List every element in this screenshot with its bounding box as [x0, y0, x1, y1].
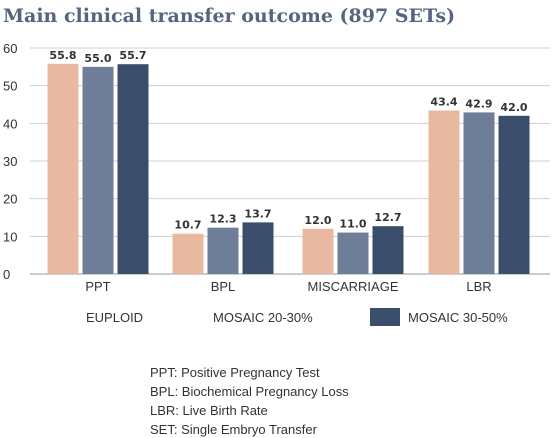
- data-label: 43.4: [430, 96, 457, 109]
- bar: [172, 233, 204, 274]
- chart-title: Main clinical transfer outcome (897 SETs…: [3, 5, 455, 27]
- data-label: 42.9: [465, 97, 492, 110]
- data-labels: 55.8 55.0 55.7 10.7 12.3 13.7 12.0 11.0 12.7 43.4…: [49, 49, 527, 232]
- x-tick-label: PPT: [85, 279, 110, 294]
- note-line: LBR: Live Birth Rate: [150, 403, 268, 418]
- note-line: BPL: Biochemical Pregnancy Loss: [150, 384, 349, 399]
- gridlines: [30, 47, 550, 275]
- data-label: 55.0: [84, 52, 111, 65]
- y-tick-label: 40: [3, 116, 17, 131]
- x-tick-label: LBR: [466, 279, 491, 294]
- abbreviation-notes: PPT: Positive Pregnancy Test BPL: Biochem…: [150, 365, 349, 437]
- bar: [82, 66, 114, 274]
- data-label: 12.0: [304, 214, 331, 227]
- bar: [463, 112, 495, 274]
- legend-label: MOSAIC 30-50%: [408, 310, 508, 325]
- bar: [117, 64, 149, 275]
- y-tick-label: 10: [3, 229, 17, 244]
- bar: [337, 232, 369, 274]
- bar: [207, 227, 239, 274]
- y-tick-label: 20: [3, 192, 17, 207]
- bar: [498, 115, 530, 274]
- x-tick-label: MISCARRIAGE: [307, 279, 398, 294]
- data-label: 55.8: [49, 49, 76, 62]
- legend-label: MOSAIC 20-30%: [213, 310, 313, 325]
- data-label: 10.7: [174, 219, 201, 232]
- y-tick-label: 30: [3, 154, 17, 169]
- data-label: 42.0: [500, 101, 527, 114]
- note-line: PPT: Positive Pregnancy Test: [150, 365, 320, 380]
- bar: [302, 228, 334, 274]
- bars: [47, 63, 530, 275]
- y-axis: 0 10 20 30 40 50 60: [3, 41, 17, 282]
- data-label: 12.7: [374, 211, 401, 224]
- bar: [372, 226, 404, 274]
- data-label: 13.7: [244, 207, 271, 220]
- y-tick-label: 50: [3, 79, 17, 94]
- x-axis: PPT BPL MISCARRIAGE LBR: [85, 279, 491, 294]
- y-tick-label: 60: [3, 41, 17, 56]
- data-label: 12.3: [209, 213, 236, 226]
- note-line: SET: Single Embryo Transfer: [150, 422, 318, 437]
- x-tick-label: BPL: [211, 279, 236, 294]
- legend: EUPLOID MOSAIC 20-30% MOSAIC 30-50%: [86, 308, 508, 326]
- data-label: 11.0: [339, 218, 366, 231]
- legend-swatch: [370, 308, 400, 326]
- bar: [242, 222, 274, 274]
- y-tick-label: 0: [3, 267, 10, 282]
- bar: [428, 110, 460, 274]
- legend-label: EUPLOID: [86, 310, 143, 325]
- data-label: 55.7: [119, 49, 146, 62]
- bar: [47, 63, 79, 274]
